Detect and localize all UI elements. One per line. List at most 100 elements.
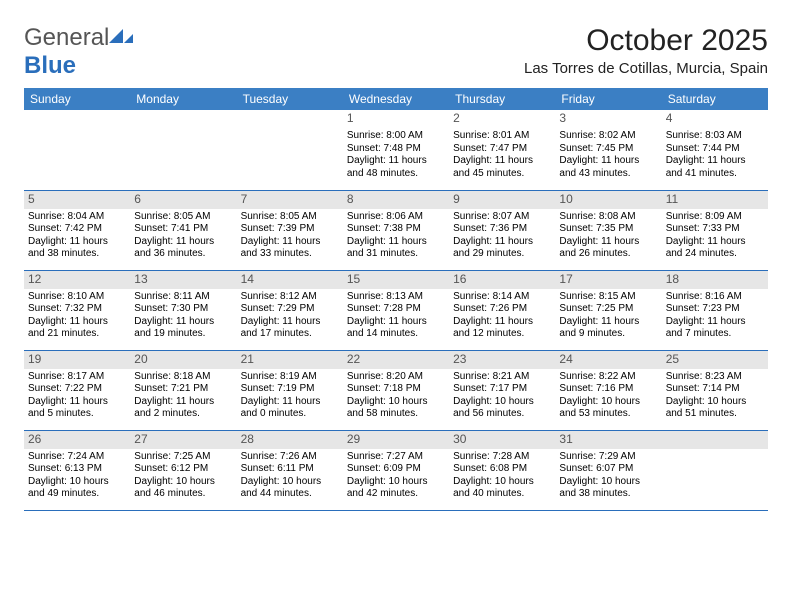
day-number-row: 20 [130,351,236,369]
cell-line: Sunrise: 8:00 AM [347,130,445,143]
calendar-cell: 1Sunrise: 8:00 AMSunset: 7:48 PMDaylight… [343,110,449,190]
day-number-row: 28 [237,431,343,449]
calendar-table: Sunday Monday Tuesday Wednesday Thursday… [24,88,768,511]
day-number: 16 [453,272,551,288]
cell-line: Sunrise: 8:23 AM [666,371,764,384]
day-number: 4 [666,111,764,127]
cell-line: Daylight: 11 hours [559,316,657,329]
calendar-cell [662,430,768,510]
calendar-cell: 27Sunrise: 7:25 AMSunset: 6:12 PMDayligh… [130,430,236,510]
cell-line: and 24 minutes. [666,248,764,261]
calendar-cell: 26Sunrise: 7:24 AMSunset: 6:13 PMDayligh… [24,430,130,510]
cell-line: Sunrise: 8:22 AM [559,371,657,384]
cell-line: and 14 minutes. [347,328,445,341]
cell-line: Sunrise: 8:04 AM [28,211,126,224]
calendar-cell: 15Sunrise: 8:13 AMSunset: 7:28 PMDayligh… [343,270,449,350]
calendar-row: 26Sunrise: 7:24 AMSunset: 6:13 PMDayligh… [24,430,768,510]
day-number-row: 21 [237,351,343,369]
day-number [134,111,232,127]
cell-line: Daylight: 11 hours [666,236,764,249]
cell-line: and 19 minutes. [134,328,232,341]
calendar-cell: 19Sunrise: 8:17 AMSunset: 7:22 PMDayligh… [24,350,130,430]
calendar-cell: 30Sunrise: 7:28 AMSunset: 6:08 PMDayligh… [449,430,555,510]
cell-line: and 41 minutes. [666,168,764,181]
cell-line: Daylight: 10 hours [453,476,551,489]
cell-line: Sunrise: 8:21 AM [453,371,551,384]
cell-line: and 33 minutes. [241,248,339,261]
calendar-cell: 20Sunrise: 8:18 AMSunset: 7:21 PMDayligh… [130,350,236,430]
calendar-cell: 7Sunrise: 8:05 AMSunset: 7:39 PMDaylight… [237,190,343,270]
day-number: 26 [28,432,126,448]
day-number-row: 31 [555,431,661,449]
cell-line: Sunset: 7:17 PM [453,383,551,396]
calendar-cell: 3Sunrise: 8:02 AMSunset: 7:45 PMDaylight… [555,110,661,190]
cell-line: Sunrise: 8:19 AM [241,371,339,384]
day-number-row: 11 [662,191,768,209]
cell-line: Sunrise: 7:29 AM [559,451,657,464]
day-number-row [130,110,236,128]
logo-text-2: Blue [24,52,76,79]
calendar-cell: 8Sunrise: 8:06 AMSunset: 7:38 PMDaylight… [343,190,449,270]
cell-line: Sunset: 6:09 PM [347,463,445,476]
day-number-row: 12 [24,271,130,289]
calendar-row: 1Sunrise: 8:00 AMSunset: 7:48 PMDaylight… [24,110,768,190]
calendar-cell [237,110,343,190]
day-number-row: 26 [24,431,130,449]
cell-line: Daylight: 11 hours [559,155,657,168]
cell-line: Daylight: 11 hours [28,236,126,249]
cell-line: Sunset: 7:22 PM [28,383,126,396]
cell-line: and 5 minutes. [28,408,126,421]
cell-line: Daylight: 11 hours [241,236,339,249]
day-number-row: 23 [449,351,555,369]
cell-line: Sunrise: 8:09 AM [666,211,764,224]
calendar-cell: 5Sunrise: 8:04 AMSunset: 7:42 PMDaylight… [24,190,130,270]
day-number: 1 [347,111,445,127]
cell-line: Daylight: 11 hours [453,155,551,168]
cell-line: and 48 minutes. [347,168,445,181]
cell-line: Daylight: 10 hours [559,476,657,489]
cell-line: Sunrise: 8:17 AM [28,371,126,384]
cell-line: Sunrise: 7:26 AM [241,451,339,464]
day-number-row: 7 [237,191,343,209]
day-number: 28 [241,432,339,448]
cell-line: Daylight: 10 hours [347,476,445,489]
cell-line: Sunrise: 8:08 AM [559,211,657,224]
cell-line: and 2 minutes. [134,408,232,421]
day-number: 30 [453,432,551,448]
logo-text: General Blue [24,24,135,80]
calendar-cell: 14Sunrise: 8:12 AMSunset: 7:29 PMDayligh… [237,270,343,350]
cell-line: and 7 minutes. [666,328,764,341]
month-title: October 2025 [524,24,768,58]
cell-line: Sunset: 7:26 PM [453,303,551,316]
cell-line: Daylight: 10 hours [559,396,657,409]
cell-line: and 58 minutes. [347,408,445,421]
day-number-row: 1 [343,110,449,128]
day-number: 24 [559,352,657,368]
cell-line: Sunset: 7:16 PM [559,383,657,396]
cell-line: Daylight: 11 hours [453,316,551,329]
day-number-row: 2 [449,110,555,128]
cell-line: Sunrise: 7:25 AM [134,451,232,464]
cell-line: Sunrise: 8:16 AM [666,291,764,304]
cell-line: and 40 minutes. [453,488,551,501]
header: General Blue October 2025 Las Torres de … [24,24,768,80]
day-number: 2 [453,111,551,127]
cell-line: Sunset: 7:29 PM [241,303,339,316]
cell-line: and 21 minutes. [28,328,126,341]
calendar-row: 12Sunrise: 8:10 AMSunset: 7:32 PMDayligh… [24,270,768,350]
day-number-row: 4 [662,110,768,128]
cell-line: Sunrise: 8:01 AM [453,130,551,143]
cell-line: Sunrise: 8:06 AM [347,211,445,224]
day-number-row: 27 [130,431,236,449]
cell-line: Sunset: 7:19 PM [241,383,339,396]
day-number-row: 18 [662,271,768,289]
cell-line: Daylight: 11 hours [559,236,657,249]
cell-line: Sunset: 7:35 PM [559,223,657,236]
cell-line: Sunset: 7:32 PM [28,303,126,316]
day-number-row: 19 [24,351,130,369]
cell-line: Daylight: 11 hours [134,396,232,409]
day-number-row [662,431,768,449]
logo: General Blue [24,24,135,80]
day-number: 15 [347,272,445,288]
day-number: 19 [28,352,126,368]
